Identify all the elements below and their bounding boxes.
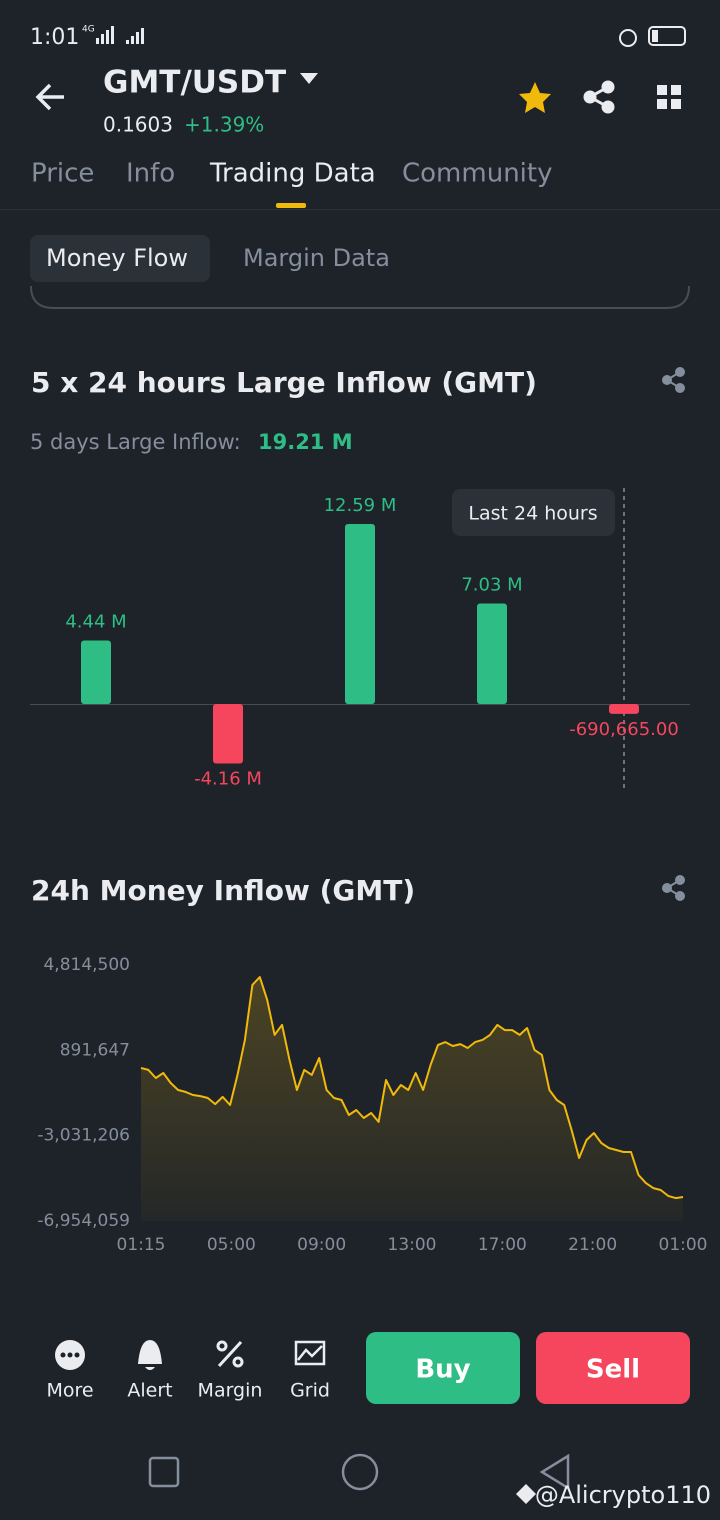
y-tick-label: 4,814,500	[43, 955, 130, 975]
value-label: -690,665.00	[569, 719, 679, 740]
bar	[345, 524, 375, 704]
status-network: 4G	[82, 25, 95, 35]
y-tick-label: -6,954,059	[37, 1211, 130, 1231]
y-tick-label: 891,647	[60, 1040, 130, 1060]
subtab[interactable]: Margin Data	[243, 244, 390, 272]
x-tick-label: 05:00	[207, 1235, 256, 1255]
chart-share[interactable]	[662, 367, 685, 393]
x-tick-label: 21:00	[568, 1235, 617, 1255]
sell-button[interactable]	[536, 1332, 690, 1404]
sell-label[interactable]: Sell	[586, 1355, 640, 1385]
nav-back[interactable]	[539, 1453, 570, 1491]
chart-share[interactable]	[662, 875, 685, 901]
status-time: 1:01	[30, 25, 79, 50]
nav-recent[interactable]	[148, 1456, 180, 1488]
bar	[213, 704, 243, 764]
watermark: @Alicrypto110	[535, 1481, 711, 1509]
chart-title: 24h Money Inflow (GMT)	[31, 874, 415, 907]
nav-home[interactable]	[341, 1453, 379, 1491]
tab-indicator	[276, 203, 306, 208]
value-label: -4.16 M	[194, 768, 262, 789]
tab[interactable]: Info	[126, 159, 175, 189]
layout-button[interactable]	[657, 85, 681, 109]
bar	[477, 603, 507, 704]
line	[140, 976, 684, 1200]
tab-active[interactable]: Trading Data	[209, 159, 376, 189]
bar	[81, 640, 111, 704]
signal-icons	[96, 26, 144, 44]
summary-value: 19.21 M	[258, 430, 353, 454]
battery-icon	[648, 26, 686, 46]
value-label: 4.44 M	[65, 612, 126, 633]
bar	[609, 704, 639, 714]
price: 0.1603	[103, 113, 173, 137]
share-button[interactable]	[583, 80, 615, 114]
battery-level	[652, 30, 658, 42]
alert-icon[interactable]	[138, 1340, 162, 1370]
area-fill	[141, 977, 683, 1221]
x-tick-label: 13:00	[388, 1235, 437, 1255]
subtab-active[interactable]: Money Flow	[46, 244, 188, 272]
subtab-active-bg	[30, 235, 210, 282]
watermark-logo	[516, 1484, 536, 1504]
divider	[0, 209, 720, 210]
toolbar-label[interactable]: Margin	[198, 1380, 263, 1402]
alarm-icon	[619, 29, 637, 47]
x-tick-label: 09:00	[297, 1235, 346, 1255]
buy-button[interactable]	[366, 1332, 520, 1404]
more-dots	[60, 1352, 80, 1358]
buy-label[interactable]: Buy	[415, 1355, 470, 1385]
toolbar-label[interactable]: Alert	[127, 1380, 172, 1402]
pair-title[interactable]: GMT/USDT	[103, 65, 286, 101]
back-button[interactable]	[35, 83, 64, 111]
tab[interactable]: Community	[402, 159, 552, 189]
zero-line	[30, 704, 690, 705]
toolbar-label[interactable]: Grid	[290, 1380, 330, 1402]
value-label: 12.59 M	[324, 495, 397, 516]
tab[interactable]: Price	[31, 159, 94, 189]
tooltip-text: Last 24 hours	[468, 503, 597, 525]
chart-title: 5 x 24 hours Large Inflow (GMT)	[31, 366, 537, 399]
price-change: +1.39%	[184, 113, 264, 137]
panel-border	[30, 285, 690, 309]
y-tick-label: -3,031,206	[37, 1126, 130, 1146]
grid-icon[interactable]	[294, 1340, 326, 1366]
toolbar-label[interactable]: More	[46, 1380, 93, 1402]
x-tick-label: 17:00	[478, 1235, 527, 1255]
pair-dropdown[interactable]	[300, 73, 318, 84]
value-label: 7.03 M	[461, 574, 522, 595]
x-tick-label: 01:15	[117, 1235, 166, 1255]
summary-label: 5 days Large Inflow:	[30, 430, 241, 454]
favorite-star[interactable]	[519, 82, 551, 113]
tooltip	[452, 489, 615, 536]
margin-icon[interactable]	[216, 1340, 244, 1368]
x-tick-label: 01:00	[659, 1235, 708, 1255]
